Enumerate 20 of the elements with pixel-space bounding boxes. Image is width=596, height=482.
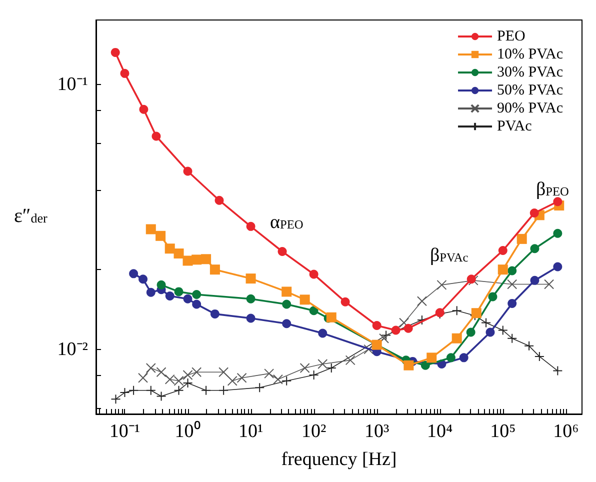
legend-label: 50% PVAc [497,82,564,98]
legend-label: PEO [497,28,526,44]
legend-label: 10% PVAc [497,46,564,62]
x-tick-label: 10⁵ [490,421,516,442]
x-tick-label: 10¹ [238,421,264,442]
x-tick-label: 10² [301,421,326,442]
x-axis-title: frequency [Hz] [281,449,397,470]
x-tick-label: 10⁴ [427,421,454,442]
y-axis-title: ε″der [14,205,48,227]
annotation: βPEO [536,179,570,200]
x-tick-label: 10⁶ [553,421,579,442]
x-tick-label: 10⁻¹ [109,421,140,442]
x-tick-label: 10³ [364,421,390,442]
legend-label: 30% PVAc [497,64,564,80]
x-tick-label: 10⁰ [174,420,201,442]
legend-label: 90% PVAc [497,100,564,116]
annotation: αPEO [270,212,304,233]
y-tick-label: 10⁻² [57,338,88,360]
annotation: βPVAc [430,245,469,266]
legend-label: PVAc [497,118,532,134]
